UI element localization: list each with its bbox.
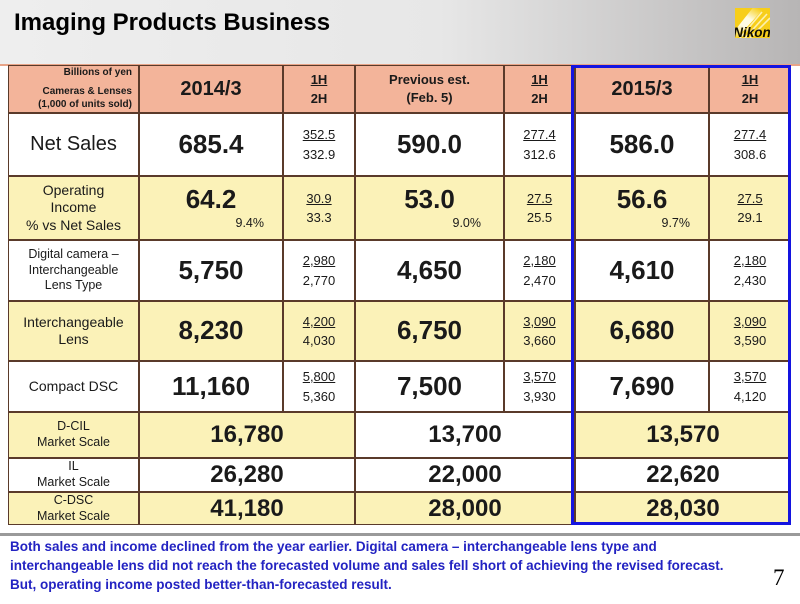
svg-text:Nikon: Nikon bbox=[735, 25, 770, 40]
